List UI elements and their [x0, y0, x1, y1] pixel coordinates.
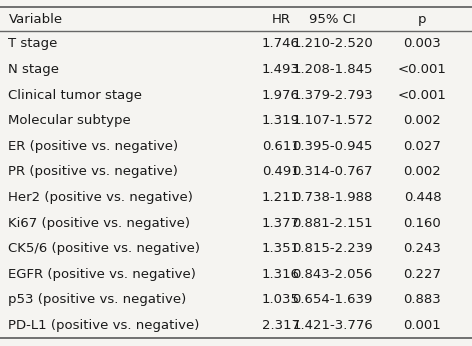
Text: 0.160: 0.160	[404, 217, 441, 230]
Text: N stage: N stage	[8, 63, 59, 76]
Text: 95% CI: 95% CI	[309, 12, 356, 26]
Text: 1.316: 1.316	[262, 268, 300, 281]
Text: 0.815-2.239: 0.815-2.239	[293, 242, 373, 255]
Text: 1.035: 1.035	[262, 293, 300, 307]
Text: CK5/6 (positive vs. negative): CK5/6 (positive vs. negative)	[8, 242, 201, 255]
Text: 1.377: 1.377	[262, 217, 300, 230]
Text: 0.227: 0.227	[404, 268, 441, 281]
Text: 1.976: 1.976	[262, 89, 300, 102]
Text: PR (positive vs. negative): PR (positive vs. negative)	[8, 165, 178, 179]
Text: 0.881-2.151: 0.881-2.151	[293, 217, 373, 230]
Text: Clinical tumor stage: Clinical tumor stage	[8, 89, 143, 102]
Text: 1.319: 1.319	[262, 114, 300, 127]
Text: HR: HR	[271, 12, 290, 26]
Text: <0.001: <0.001	[398, 89, 447, 102]
Text: 0.883: 0.883	[404, 293, 441, 307]
Text: PD-L1 (positive vs. negative): PD-L1 (positive vs. negative)	[8, 319, 200, 332]
Text: 0.001: 0.001	[404, 319, 441, 332]
Text: 1.746: 1.746	[262, 37, 300, 51]
Text: 0.611: 0.611	[262, 140, 300, 153]
Text: EGFR (positive vs. negative): EGFR (positive vs. negative)	[8, 268, 196, 281]
Text: p53 (positive vs. negative): p53 (positive vs. negative)	[8, 293, 187, 307]
Text: 0.002: 0.002	[404, 114, 441, 127]
Text: 1.210-2.520: 1.210-2.520	[292, 37, 373, 51]
Text: 0.002: 0.002	[404, 165, 441, 179]
Text: 2.317: 2.317	[262, 319, 300, 332]
Text: ER (positive vs. negative): ER (positive vs. negative)	[8, 140, 178, 153]
Text: 0.395-0.945: 0.395-0.945	[293, 140, 373, 153]
Text: 1.379-2.793: 1.379-2.793	[292, 89, 373, 102]
Text: <0.001: <0.001	[398, 63, 447, 76]
Text: 0.843-2.056: 0.843-2.056	[293, 268, 373, 281]
Text: 0.027: 0.027	[404, 140, 441, 153]
Text: 1.211: 1.211	[262, 191, 300, 204]
Text: 1.107-1.572: 1.107-1.572	[292, 114, 373, 127]
Text: Variable: Variable	[8, 12, 63, 26]
Text: 1.208-1.845: 1.208-1.845	[293, 63, 373, 76]
Text: 1.493: 1.493	[262, 63, 300, 76]
Text: Her2 (positive vs. negative): Her2 (positive vs. negative)	[8, 191, 194, 204]
Text: 0.314-0.767: 0.314-0.767	[293, 165, 373, 179]
Text: 0.491: 0.491	[262, 165, 300, 179]
Text: 0.448: 0.448	[404, 191, 441, 204]
Text: p: p	[418, 12, 427, 26]
Text: Ki67 (positive vs. negative): Ki67 (positive vs. negative)	[8, 217, 191, 230]
Text: 0.243: 0.243	[404, 242, 441, 255]
Text: Molecular subtype: Molecular subtype	[8, 114, 131, 127]
Text: 0.003: 0.003	[404, 37, 441, 51]
Text: 0.654-1.639: 0.654-1.639	[293, 293, 373, 307]
Text: 1.421-3.776: 1.421-3.776	[292, 319, 373, 332]
Text: 0.738-1.988: 0.738-1.988	[293, 191, 373, 204]
Text: T stage: T stage	[8, 37, 58, 51]
Text: 1.351: 1.351	[262, 242, 300, 255]
